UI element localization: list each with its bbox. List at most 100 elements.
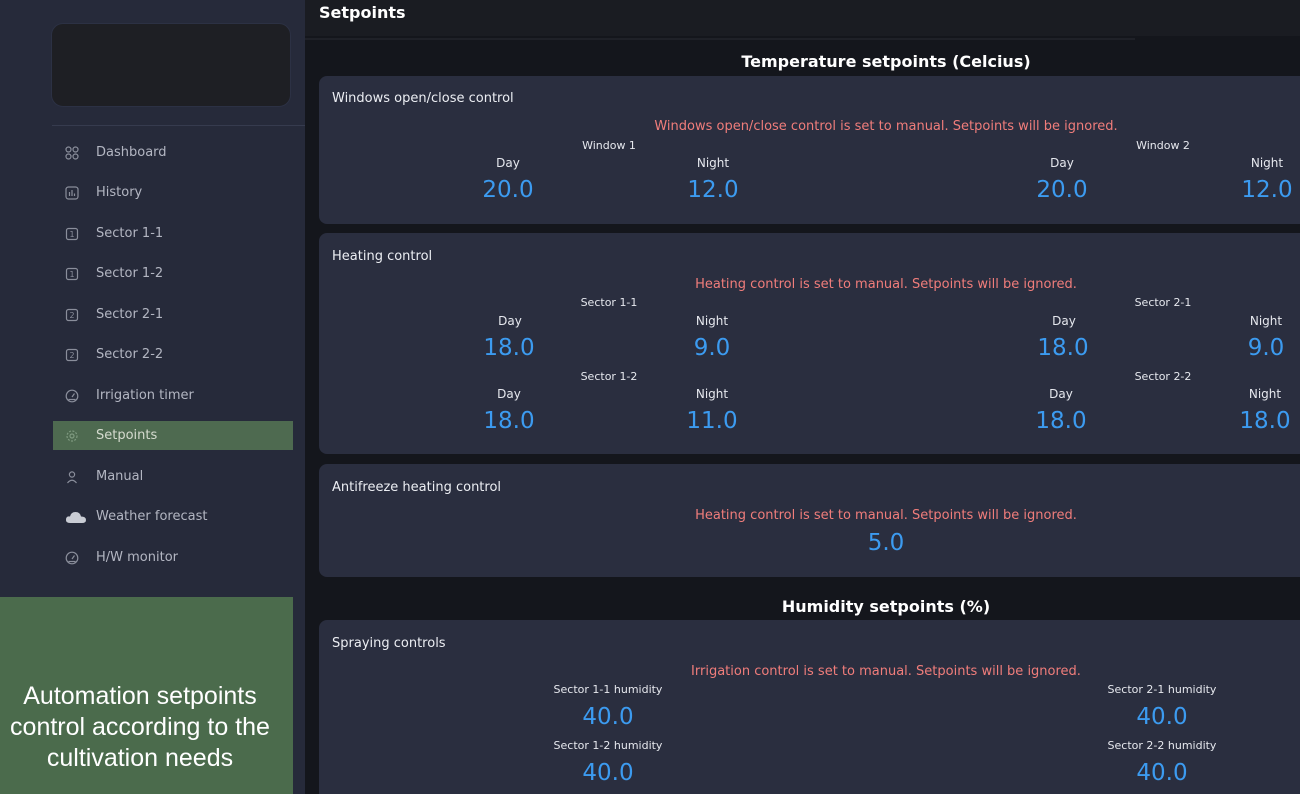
night-label: Night — [695, 314, 729, 328]
caption-panel: Automation setpoints control according t… — [0, 597, 293, 794]
sidebar-divider — [52, 125, 305, 126]
window-2-night-value[interactable]: 12.0 — [1241, 177, 1293, 203]
sidebar-item-hw-monitor[interactable]: H/W monitor — [53, 543, 293, 572]
sidebar-item-label: Irrigation timer — [96, 388, 194, 403]
sector-2-icon: 2 — [65, 308, 79, 322]
window-1-day-value[interactable]: 20.0 — [482, 177, 534, 203]
sidebar-item-sector-2-1[interactable]: 2 Sector 2-1 — [53, 300, 293, 329]
humidity-sector-2-2-value[interactable]: 40.0 — [1136, 760, 1188, 786]
svg-text:1: 1 — [69, 270, 74, 279]
card-title: Windows open/close control — [332, 91, 514, 106]
sidebar-item-sector-1-2[interactable]: 1 Sector 1-2 — [53, 259, 293, 288]
warning-message: Heating control is set to manual. Setpoi… — [695, 277, 1077, 292]
header-divider — [305, 38, 1135, 40]
caption-line: Automation setpoints — [23, 682, 257, 710]
card-title: Spraying controls — [332, 636, 446, 651]
logo-placeholder — [51, 23, 291, 107]
warning-message: Windows open/close control is set to man… — [654, 119, 1118, 134]
caption-line: cultivation needs — [46, 744, 234, 772]
sector-2-1-humidity-label: Sector 2-1 humidity — [1107, 683, 1217, 696]
sector-1-icon: 1 — [65, 267, 79, 281]
humidity-sector-2-1-value[interactable]: 40.0 — [1136, 704, 1188, 730]
window-2-day-value[interactable]: 20.0 — [1036, 177, 1088, 203]
sidebar-item-dashboard[interactable]: Dashboard — [53, 138, 293, 167]
temperature-section-title: Temperature setpoints (Celcius) — [741, 52, 1031, 71]
sector-1-1-humidity-label: Sector 1-1 humidity — [553, 683, 663, 696]
humidity-section-title: Humidity setpoints (%) — [781, 597, 991, 616]
warning-message: Irrigation control is set to manual. Set… — [691, 664, 1081, 679]
sidebar-item-sector-1-1[interactable]: 1 Sector 1-1 — [53, 219, 293, 248]
sidebar-item-label: Setpoints — [96, 428, 158, 443]
sector-2-2-label: Sector 2-2 — [1134, 370, 1192, 383]
heating-sector-1-2-night-value[interactable]: 11.0 — [686, 408, 738, 434]
window-1-night-value[interactable]: 12.0 — [687, 177, 739, 203]
night-label: Night — [1249, 314, 1283, 328]
svg-text:1: 1 — [69, 230, 74, 239]
night-label: Night — [695, 387, 729, 401]
card-title: Heating control — [332, 249, 433, 264]
sector-1-icon: 1 — [65, 227, 79, 241]
sidebar-item-label: Sector 1-1 — [96, 226, 164, 241]
night-label: Night — [1250, 156, 1284, 170]
sector-2-1-label: Sector 2-1 — [1134, 296, 1192, 309]
sector-1-2-label: Sector 1-2 — [580, 370, 638, 383]
day-label: Day — [1050, 156, 1074, 170]
antifreeze-value[interactable]: 5.0 — [867, 530, 905, 556]
spraying-control-card: Spraying controls Irrigation control is … — [319, 620, 1300, 794]
sidebar-item-label: History — [96, 185, 143, 200]
sector-1-1-label: Sector 1-1 — [580, 296, 638, 309]
sidebar-item-label: Sector 2-2 — [96, 347, 164, 362]
history-icon — [65, 185, 79, 200]
cloud-icon — [65, 510, 87, 524]
svg-text:2: 2 — [69, 351, 74, 360]
heating-sector-2-2-night-value[interactable]: 18.0 — [1239, 408, 1291, 434]
heating-sector-1-1-day-value[interactable]: 18.0 — [483, 335, 535, 361]
top-bar — [305, 0, 1300, 36]
warning-message: Heating control is set to manual. Setpoi… — [695, 508, 1077, 523]
gauge-icon — [65, 551, 79, 565]
day-label: Day — [1052, 314, 1076, 328]
sidebar-item-weather-forecast[interactable]: Weather forecast — [53, 502, 293, 531]
sidebar-item-irrigation-timer[interactable]: Irrigation timer — [53, 381, 293, 410]
sidebar-item-label: Dashboard — [96, 145, 167, 160]
day-label: Day — [498, 314, 522, 328]
sidebar-item-label: Sector 2-1 — [96, 307, 164, 322]
sector-2-icon: 2 — [65, 348, 79, 362]
sidebar-item-label: Sector 1-2 — [96, 266, 164, 281]
sidebar-item-manual[interactable]: Manual — [53, 462, 293, 491]
night-label: Night — [1248, 387, 1282, 401]
caption-line: control according to the — [10, 713, 270, 741]
card-title: Antifreeze heating control — [332, 480, 502, 495]
window-1-label: Window 1 — [582, 139, 636, 152]
day-label: Day — [497, 387, 521, 401]
page-title: Setpoints — [319, 3, 406, 22]
antifreeze-control-card: Antifreeze heating control Heating contr… — [319, 464, 1300, 577]
sector-1-2-humidity-label: Sector 1-2 humidity — [553, 739, 663, 752]
heating-sector-2-1-day-value[interactable]: 18.0 — [1037, 335, 1089, 361]
night-label: Night — [696, 156, 730, 170]
humidity-sector-1-2-value[interactable]: 40.0 — [582, 760, 634, 786]
humidity-sector-1-1-value[interactable]: 40.0 — [582, 704, 634, 730]
svg-text:2: 2 — [69, 311, 74, 320]
heating-control-card: Heating control Heating control is set t… — [319, 233, 1300, 454]
day-label: Day — [1049, 387, 1073, 401]
user-icon — [65, 470, 79, 484]
window-2-label: Window 2 — [1136, 139, 1190, 152]
sidebar-item-label: Manual — [96, 469, 144, 484]
heating-sector-1-1-night-value[interactable]: 9.0 — [693, 335, 731, 361]
heating-sector-2-2-day-value[interactable]: 18.0 — [1035, 408, 1087, 434]
day-label: Day — [496, 156, 520, 170]
heating-sector-1-2-day-value[interactable]: 18.0 — [483, 408, 535, 434]
sidebar-item-setpoints[interactable]: Setpoints — [53, 421, 293, 450]
windows-control-card: Windows open/close control Windows open/… — [319, 76, 1300, 224]
caption-text: Automation setpoints control according t… — [0, 681, 280, 774]
sidebar-item-label: H/W monitor — [96, 550, 179, 565]
sidebar-item-sector-2-2[interactable]: 2 Sector 2-2 — [53, 340, 293, 369]
gauge-icon — [65, 389, 79, 403]
sidebar-item-history[interactable]: History — [53, 178, 293, 207]
heating-sector-2-1-night-value[interactable]: 9.0 — [1247, 335, 1285, 361]
dashboard-icon — [65, 145, 79, 160]
sidebar-item-label: Weather forecast — [96, 509, 208, 524]
sector-2-2-humidity-label: Sector 2-2 humidity — [1107, 739, 1217, 752]
gear-icon — [65, 429, 79, 443]
